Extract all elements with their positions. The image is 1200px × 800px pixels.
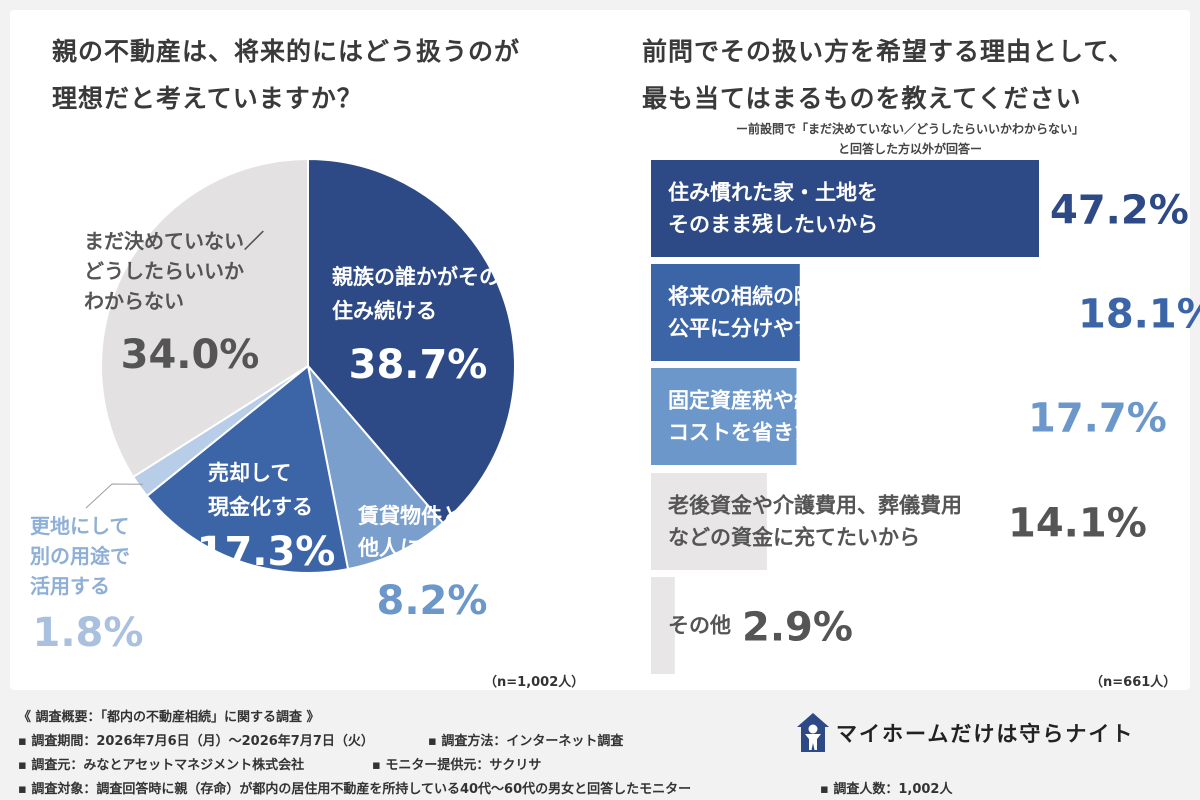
right-note-line-1: ー前設問で「まだ決めていない／どうしたらいいかわからない」: [735, 122, 1084, 136]
pie-label-line: まだ決めていない／: [84, 229, 264, 253]
bar-value-label: 17.7%: [1028, 396, 1167, 442]
pie-label-line: 賃貸物件として: [357, 504, 504, 528]
pie-label-line: 住み続ける: [332, 299, 437, 323]
bar-category-label: 固定資産税や維持管理の手間・コストを省きたいから: [668, 389, 962, 445]
pie-label: 更地にして別の用途で活用する: [30, 514, 130, 598]
footer-source: ▪ 調査元：みなとアセットマネジメント株式会社: [18, 758, 305, 773]
bar: [651, 473, 767, 570]
left-question-line-2: 理想だと考えていますか？: [52, 84, 363, 113]
pie-label-line: 他人に貸し出す: [357, 536, 505, 560]
bar-category-label: 将来の相続の際に、兄弟・親族間で公平に分けやすくしたいから: [668, 285, 1003, 341]
bar-category-label-line: コストを省きたいから: [668, 421, 878, 445]
bar-category-label-line: その他: [668, 614, 731, 638]
pie-label-line: 親族の誰かがそのまま: [332, 265, 542, 289]
pie-value-label: 1.8%: [33, 610, 144, 656]
bar: [651, 577, 675, 674]
bar-category-label-line: 住み慣れた家・土地を: [668, 181, 878, 205]
pie-leader-line: [85, 483, 144, 509]
bar-value-label: 14.1%: [1008, 501, 1147, 547]
pie-label-line: 別の用途で: [30, 544, 130, 568]
bar-category-label: 老後資金や介護費用、葬儀費用などの資金に充てたいから: [668, 494, 962, 550]
footer-method: ▪ 調査方法：インターネット調査: [428, 734, 624, 749]
bar-category-label-line: そのまま残したいから: [668, 213, 878, 237]
bar-category-label: 住み慣れた家・土地をそのまま残したいから: [668, 181, 878, 237]
bar: [651, 368, 797, 465]
bar-value-label: 2.9%: [742, 605, 853, 651]
pie-label: 親族の誰かがそのまま住み続ける: [332, 265, 542, 323]
bar-category-label-line: 公平に分けやすくしたいから: [668, 317, 941, 341]
bar-category-label-line: 老後資金や介護費用、葬儀費用: [668, 494, 962, 518]
pie-slice: [145, 364, 350, 574]
right-question-line-1: 前問でその扱い方を希望する理由として、: [642, 37, 1135, 66]
bar: [651, 264, 800, 361]
footer-count: ▪ 調査人数：1,002人: [820, 782, 953, 797]
pie-label-line: 活用する: [30, 574, 110, 598]
pie-label: まだ決めていない／ どうしたらいいかわからない: [84, 229, 264, 313]
footer-target: ▪ 調査対象：調査回答時に親（存命）が都内の居住用不動産を所持している40代～6…: [18, 782, 692, 797]
pie-label: 売却して現金化する: [208, 461, 313, 519]
pie-slice: [307, 157, 516, 525]
bar-category-label-line: 将来の相続の際に、兄弟・親族間で: [668, 285, 1003, 309]
bar-category-label-line: 固定資産税や維持管理の手間・: [668, 389, 962, 413]
house-person-icon: [797, 713, 829, 752]
footer-monitor: ▪ モニター提供元：サクリサ: [372, 758, 542, 773]
bar: [651, 160, 1039, 257]
left-sample-size: （n=1,002人）: [484, 675, 585, 690]
right-note-line-2: と回答した方以外が回答ー: [837, 142, 982, 156]
bar-category-label-line: などの資金に充てたいから: [668, 526, 920, 550]
pie-value-label: 34.0%: [121, 332, 260, 378]
pie-label-line: 更地にして: [30, 514, 129, 538]
bar-value-label: 18.1%: [1078, 292, 1200, 338]
left-question: 親の不動産は、将来的にはどう扱うのが 理想だと考えていますか？: [52, 28, 572, 122]
footer-period: ▪ 調査期間：2026年7月6日（月）～2026年7月7日（火）: [18, 734, 374, 749]
pie-slice: [306, 362, 445, 571]
pie-label: 賃貸物件として他人に貸し出す: [357, 504, 505, 560]
right-question-line-2: 最も当てはまるものを教えてください: [642, 84, 1082, 113]
pie-value-label: 38.7%: [349, 342, 488, 388]
brand-logo-text: マイホームだけは守らナイト: [836, 722, 1135, 746]
pie-label-line: どうしたらいいか: [84, 259, 244, 283]
left-question-line-1: 親の不動産は、将来的にはどう扱うのが: [52, 37, 521, 66]
pie-value-label: 8.2%: [377, 578, 488, 624]
pie-label-line: 売却して: [208, 461, 291, 485]
right-question: 前問でその扱い方を希望する理由として、 最も当てはまるものを教えてください: [642, 28, 1182, 122]
pie-label-line: わからない: [84, 289, 184, 313]
pie-value-label: 17.3%: [197, 529, 336, 575]
right-sample-size: （n=661人）: [1090, 675, 1177, 690]
brand-logo: マイホームだけは守らナイト: [796, 712, 1134, 754]
pie-slice: [100, 157, 309, 479]
pie-label-line: 現金化する: [208, 495, 313, 519]
bar-category-label: その他: [668, 614, 731, 638]
footer-survey-title: 《 調査概要：「都内の不動産相続」に関する調査 》: [18, 710, 320, 725]
bar-value-label: 47.2%: [1050, 188, 1189, 234]
